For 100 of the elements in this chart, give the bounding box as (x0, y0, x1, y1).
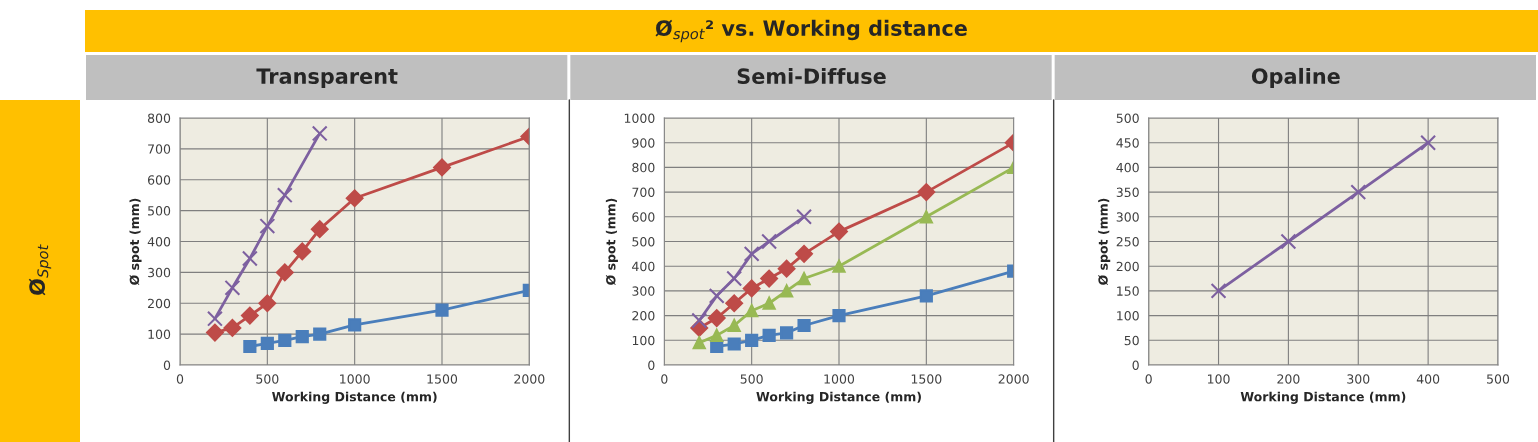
y-tick-label: 0 (648, 360, 655, 370)
point (313, 327, 327, 341)
x-tick-label: 400 (1416, 374, 1440, 384)
y-tick-label: 900 (632, 138, 655, 148)
x-tick-label: 500 (256, 374, 279, 384)
point (692, 336, 706, 350)
point (743, 245, 760, 262)
y-tick-label: 800 (632, 162, 655, 173)
point (777, 259, 796, 278)
x-tick-label: 500 (740, 374, 763, 384)
point (832, 309, 846, 323)
point (919, 289, 933, 303)
point (1210, 282, 1227, 299)
y-tick-label: 250 (1116, 236, 1139, 247)
point (742, 279, 761, 298)
x-tick-label: 1000 (824, 374, 855, 384)
point (832, 259, 846, 273)
y-tick-label: 100 (632, 335, 655, 346)
y-tick-label: 200 (1116, 261, 1139, 272)
y-axis-title: Ø spot (mm) (605, 198, 618, 286)
point (780, 326, 794, 340)
point (691, 312, 708, 329)
point (345, 189, 364, 208)
y-tick-label: 400 (1116, 162, 1139, 173)
point (293, 242, 312, 261)
point (260, 336, 274, 350)
y-axis-title: Ø spot (mm) (1098, 198, 1111, 286)
y-tick-label: 600 (147, 175, 171, 185)
point (727, 337, 741, 351)
point (762, 296, 776, 310)
y-tick-label: 500 (632, 236, 655, 247)
point (258, 294, 277, 313)
x-tick-label: 500 (1487, 374, 1510, 384)
point (780, 284, 794, 298)
chart-title: Transparent (256, 68, 398, 89)
x-tick-label: 2000 (514, 374, 545, 384)
point (745, 304, 759, 318)
point (243, 339, 257, 354)
y-tick-label: 500 (1116, 113, 1139, 123)
x-tick-label: 0 (1145, 374, 1152, 384)
y-tick-label: 350 (1116, 187, 1139, 198)
point (707, 309, 726, 327)
text: Ø$_{spot}$² vs. Working distance (655, 19, 967, 43)
point (725, 294, 744, 313)
y-tick-label: 300 (148, 267, 171, 278)
point (311, 125, 328, 142)
y-tick-label: 400 (632, 261, 655, 272)
point (708, 287, 725, 304)
y-tick-label: 300 (632, 286, 655, 296)
point (760, 269, 779, 288)
x-tick-label: 100 (1207, 374, 1230, 384)
point (917, 183, 936, 201)
x-axis-title: Working Distance (mm) (272, 391, 437, 404)
x-tick-label: 2000 (998, 374, 1029, 384)
point (241, 250, 258, 267)
point (745, 333, 759, 347)
point (919, 210, 933, 224)
x-tick-label: 0 (176, 374, 184, 384)
y-tick-label: 150 (1117, 286, 1139, 296)
point (795, 244, 813, 263)
point (224, 279, 241, 296)
y-tick-label: 800 (147, 113, 171, 123)
point (433, 158, 451, 177)
y-tick-label: 400 (147, 236, 171, 247)
text: Ø$_{Spot}$ (28, 244, 52, 296)
y-tick-label: 1000 (624, 113, 655, 123)
x-axis-title: Working Distance (mm) (1240, 391, 1406, 404)
point (435, 303, 449, 317)
point (1420, 134, 1437, 151)
y-tick-label: 50 (1124, 335, 1139, 346)
chart-title: Semi-Diffuse (737, 67, 886, 85)
y-tick-label: 600 (632, 212, 655, 222)
point (727, 318, 741, 333)
point (830, 222, 848, 241)
chart-title: Opaline (1251, 67, 1340, 89)
point (295, 330, 309, 344)
point (761, 233, 778, 250)
point (348, 318, 362, 332)
point (276, 187, 293, 204)
y-tick-label: 0 (163, 360, 171, 370)
point (797, 318, 811, 333)
point (240, 306, 259, 325)
x-tick-label: 0 (661, 374, 668, 384)
x-tick-label: 1500 (911, 374, 942, 384)
x-axis-title: Working Distance (mm) (756, 391, 921, 404)
y-tick-label: 200 (632, 311, 655, 321)
point (275, 263, 294, 282)
point (1350, 184, 1367, 201)
x-tick-label: 200 (1277, 374, 1300, 384)
y-tick-label: 700 (148, 144, 171, 154)
point (223, 319, 242, 337)
point (1280, 233, 1297, 250)
point (726, 270, 743, 287)
y-tick-label: 700 (632, 187, 655, 198)
y-tick-label: 300 (1116, 212, 1139, 222)
y-tick-label: 200 (148, 298, 171, 309)
point (206, 323, 224, 342)
x-tick-label: 1500 (427, 374, 458, 384)
x-tick-label: 300 (1347, 374, 1370, 384)
y-tick-label: 100 (1117, 311, 1139, 321)
